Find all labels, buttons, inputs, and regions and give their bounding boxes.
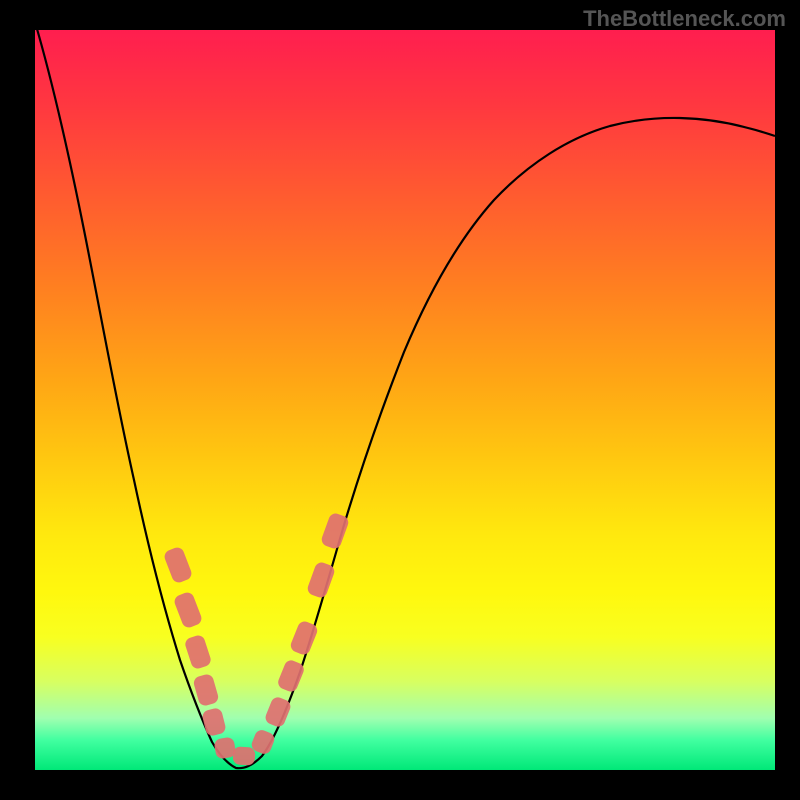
curve-marker [232, 746, 255, 765]
curve-marker [320, 512, 350, 551]
curve-marker [263, 695, 292, 728]
bottleneck-curve [35, 22, 775, 768]
watermark-text: TheBottleneck.com [583, 6, 786, 32]
curve-marker [163, 546, 194, 585]
chart-curve [0, 0, 800, 800]
curve-marker [201, 707, 227, 737]
curve-marker [276, 658, 306, 693]
curve-marker [306, 561, 336, 600]
curve-marker [184, 634, 213, 671]
curve-marker [173, 591, 204, 630]
marker-group [163, 512, 351, 766]
